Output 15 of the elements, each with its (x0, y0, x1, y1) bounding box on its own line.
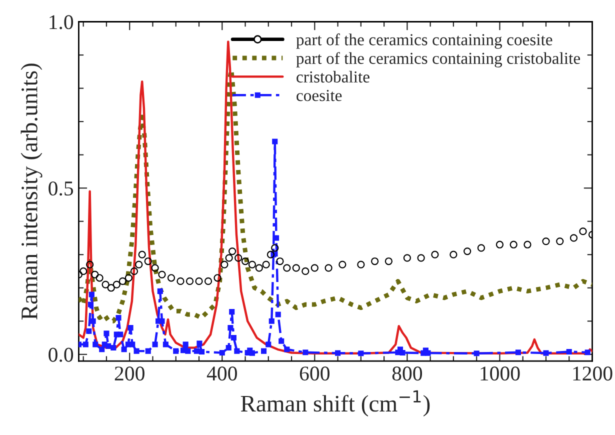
x-tick-label: 800 (392, 366, 422, 381)
legend-label: coesite (296, 90, 342, 102)
x-axis-title: Raman shift (cm$^{−1}$) (240, 390, 430, 416)
x-tick-label: 600 (300, 366, 330, 381)
legend-label: cristobalite (296, 70, 370, 83)
x-tick-label: 1000 (480, 366, 520, 381)
y-tick-label: 1.0 (50, 15, 74, 30)
y-tick-label: 0.5 (48, 181, 74, 196)
x-tick-label: 200 (114, 366, 144, 381)
x-tick-label: 1200 (573, 366, 612, 381)
x-tick-label: 400 (206, 366, 237, 381)
y-tick-label: 0.0 (48, 348, 74, 362)
y-axis-title: Raman intensity (arb.units) (20, 64, 42, 320)
legend-label: part of the ceramics containing coesite (296, 33, 552, 49)
legend-label: part of the ceramics containing cristobalite (296, 52, 580, 68)
